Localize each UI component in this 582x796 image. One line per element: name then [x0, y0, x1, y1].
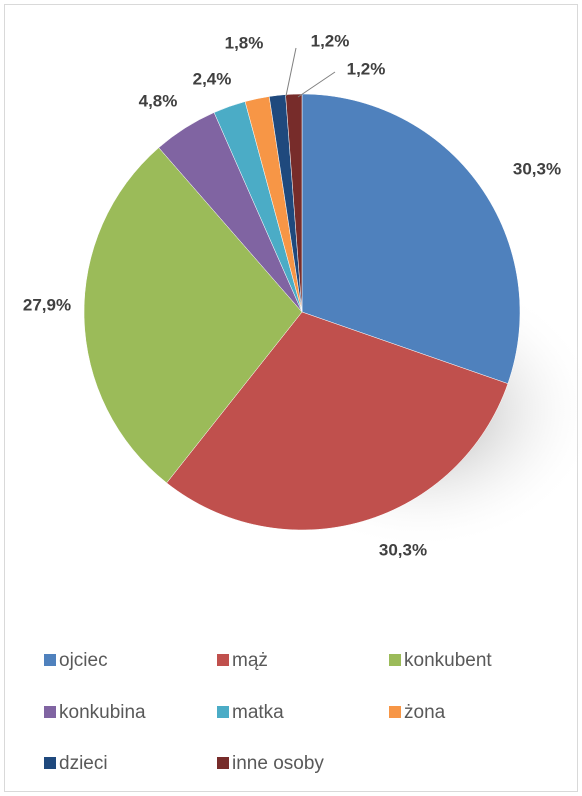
legend-swatch — [44, 654, 56, 666]
pie-slice — [301, 93, 521, 384]
data-label: 1,2% — [311, 31, 350, 50]
legend-swatch — [389, 654, 401, 666]
legend-swatch — [44, 757, 56, 769]
legend-swatch — [217, 757, 229, 769]
legend-label: konkubina — [59, 702, 146, 723]
legend-label: mąż — [232, 650, 268, 671]
pie-slice — [83, 147, 303, 484]
data-label: 1,2% — [347, 59, 386, 78]
legend-label: konkubent — [404, 650, 492, 671]
data-label: 2,4% — [193, 69, 232, 88]
legend-label: matka — [232, 702, 284, 723]
data-label: 30,3% — [513, 159, 561, 178]
legend-swatch — [217, 706, 229, 718]
legend: ojciec mąż konkubent konkubina matka żona dzie… — [44, 650, 492, 774]
leader-line — [285, 47, 297, 97]
pie-slice — [166, 311, 509, 531]
pie — [83, 93, 521, 531]
data-label: 30,3% — [379, 540, 427, 559]
legend-label: ojciec — [59, 650, 108, 671]
legend-label: dzieci — [59, 753, 108, 774]
leader-line — [297, 71, 336, 98]
legend-label: żona — [404, 702, 446, 723]
data-labels: 30,3% 30,3% 27,9% 4,8% 2,4% 1,8% 1,2% 1,2% — [23, 31, 561, 559]
legend-label: inne osoby — [232, 753, 324, 774]
legend-swatch — [44, 706, 56, 718]
data-label: 27,9% — [23, 295, 71, 314]
data-label: 1,8% — [225, 33, 264, 52]
legend-swatch — [217, 654, 229, 666]
data-label: 4,8% — [139, 91, 178, 110]
legend-swatch — [389, 706, 401, 718]
